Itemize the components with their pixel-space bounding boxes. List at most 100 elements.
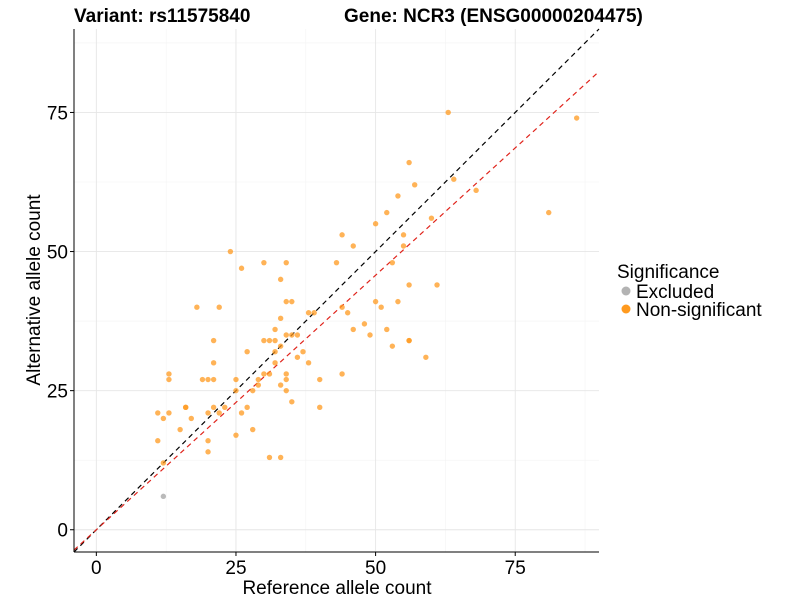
point-non-significant xyxy=(177,426,183,433)
tick-labels: 0 25 50 75 0 25 50 75 xyxy=(47,103,526,579)
point-non-significant xyxy=(445,109,451,116)
point-non-significant xyxy=(188,415,194,422)
point-non-significant xyxy=(573,115,580,121)
point-non-significant xyxy=(546,209,552,216)
point-non-significant xyxy=(233,376,239,383)
point-non-significant xyxy=(311,310,317,316)
y-tick-label: 50 xyxy=(47,243,68,264)
variant-title: Variant: rs11575840 xyxy=(74,6,250,27)
point-non-significant xyxy=(372,221,379,227)
point-non-significant xyxy=(250,426,256,433)
point-non-significant xyxy=(238,410,245,416)
point-excluded xyxy=(160,493,167,500)
legend-key-non-significant xyxy=(621,304,631,314)
point-non-significant xyxy=(423,354,429,360)
point-non-significant xyxy=(339,304,345,310)
point-non-significant xyxy=(283,387,289,394)
point-non-significant xyxy=(428,215,435,221)
point-non-significant xyxy=(166,376,172,383)
point-non-significant xyxy=(339,371,345,377)
point-non-significant xyxy=(277,276,284,283)
legend-key-excluded xyxy=(621,286,631,296)
point-non-significant xyxy=(244,349,250,355)
point-non-significant xyxy=(261,259,267,266)
point-non-significant xyxy=(155,410,161,416)
point-non-significant xyxy=(294,354,301,360)
point-non-significant xyxy=(244,404,250,411)
point-non-significant xyxy=(411,182,418,188)
point-non-significant xyxy=(289,332,295,338)
point-non-significant xyxy=(277,454,284,461)
point-non-significant xyxy=(277,343,284,349)
point-non-significant xyxy=(266,371,273,377)
point-non-significant xyxy=(300,349,306,355)
point-non-significant xyxy=(305,360,312,366)
point-non-significant xyxy=(199,376,206,383)
point-non-significant xyxy=(166,410,172,416)
reference-lines xyxy=(73,28,600,553)
point-non-significant xyxy=(160,415,167,422)
point-non-significant xyxy=(277,315,284,322)
point-non-significant xyxy=(451,176,457,182)
point-non-significant xyxy=(294,332,301,338)
x-tick-label: 0 xyxy=(91,558,102,579)
point-non-significant xyxy=(339,232,345,238)
point-non-significant xyxy=(272,360,278,366)
point-non-significant xyxy=(400,243,407,249)
point-non-significant xyxy=(350,326,356,333)
point-non-significant xyxy=(361,321,368,327)
point-non-significant xyxy=(317,404,323,411)
point-non-significant xyxy=(283,371,289,377)
legend: Significance Excluded Non-significant xyxy=(617,262,762,321)
point-non-significant xyxy=(277,382,284,388)
point-non-significant xyxy=(227,248,234,255)
point-non-significant xyxy=(272,337,278,344)
point-non-significant xyxy=(378,304,384,310)
gene-title: Gene: NCR3 (ENSG00000204475) xyxy=(344,6,643,27)
point-non-significant xyxy=(384,209,390,216)
point-non-significant xyxy=(344,310,351,316)
point-non-significant xyxy=(434,282,440,288)
point-non-significant xyxy=(205,410,211,416)
y-tick-label: 25 xyxy=(47,382,68,403)
point-non-significant xyxy=(283,376,289,383)
x-axis-title: Reference allele count xyxy=(242,578,432,599)
point-non-significant xyxy=(473,187,479,194)
point-non-significant xyxy=(210,404,217,411)
point-non-significant xyxy=(166,371,172,377)
point-non-significant xyxy=(205,438,211,444)
point-non-significant xyxy=(406,337,412,344)
x-tick-label: 75 xyxy=(505,558,526,579)
point-non-significant xyxy=(205,449,211,455)
point-non-significant xyxy=(216,410,222,416)
point-non-significant xyxy=(183,404,189,411)
point-non-significant xyxy=(233,387,239,394)
point-non-significant xyxy=(266,454,273,461)
point-non-significant xyxy=(155,438,161,444)
point-non-significant xyxy=(305,310,312,316)
x-tick-label: 50 xyxy=(365,558,386,579)
point-non-significant xyxy=(250,387,256,394)
grid xyxy=(74,29,599,552)
point-non-significant xyxy=(222,404,228,411)
point-non-significant xyxy=(317,376,323,383)
point-non-significant xyxy=(210,337,217,344)
data-points xyxy=(155,109,580,500)
point-non-significant xyxy=(194,304,200,310)
point-non-significant xyxy=(210,376,217,383)
y-tick-label: 75 xyxy=(47,103,68,124)
point-non-significant xyxy=(205,376,211,383)
point-non-significant xyxy=(272,349,278,355)
point-non-significant xyxy=(238,265,245,271)
y-tick-label: 0 xyxy=(57,521,68,542)
point-non-significant xyxy=(261,371,267,377)
axes xyxy=(73,29,599,553)
point-non-significant xyxy=(395,193,401,199)
point-non-significant xyxy=(261,337,267,344)
point-non-significant xyxy=(255,382,262,388)
point-non-significant xyxy=(389,259,396,266)
point-non-significant xyxy=(406,282,412,288)
identity-reference-line xyxy=(73,28,600,553)
point-non-significant xyxy=(283,298,289,305)
